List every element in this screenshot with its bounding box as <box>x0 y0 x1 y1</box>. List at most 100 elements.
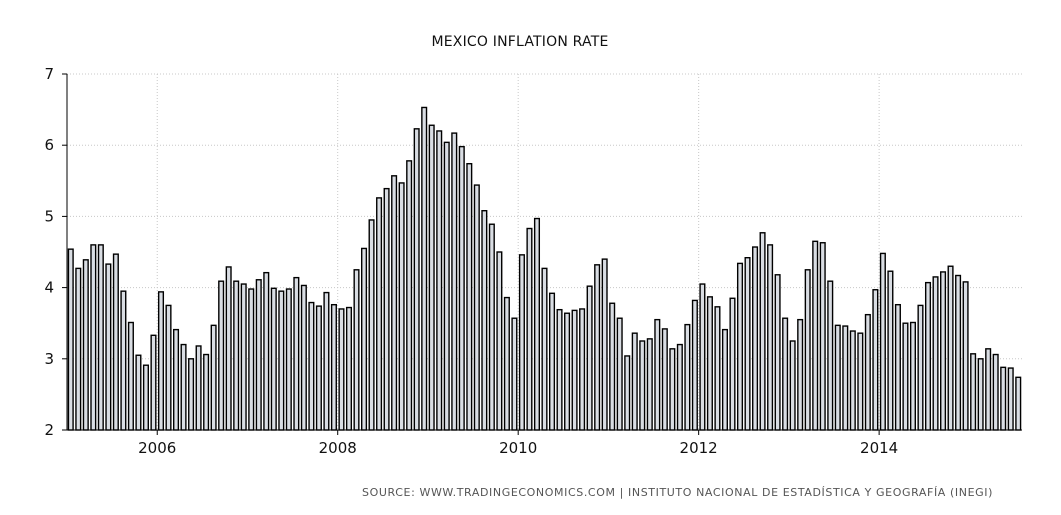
bar <box>684 323 691 431</box>
bar <box>323 291 330 431</box>
bar <box>842 325 849 431</box>
bar <box>902 322 909 431</box>
bar <box>571 309 578 431</box>
bar <box>909 321 917 431</box>
bar <box>398 182 405 431</box>
bar <box>736 262 744 431</box>
bar <box>985 348 992 431</box>
bar <box>368 219 375 431</box>
bar <box>293 276 300 431</box>
bar <box>67 248 74 431</box>
bar <box>564 312 571 431</box>
bar <box>330 303 337 431</box>
bar <box>579 308 586 431</box>
bar <box>533 217 541 431</box>
bar <box>180 343 187 431</box>
bar <box>654 318 661 431</box>
bar <box>518 254 525 431</box>
bar <box>947 265 954 431</box>
bar <box>210 324 217 431</box>
bar <box>481 209 488 431</box>
bar <box>804 269 811 431</box>
bar <box>172 328 180 431</box>
bar <box>646 338 653 431</box>
bar <box>932 276 939 431</box>
bar <box>496 251 503 431</box>
bar <box>443 141 450 431</box>
bar <box>849 330 856 431</box>
bar <box>887 270 894 431</box>
bar <box>691 299 698 431</box>
bar <box>977 358 984 431</box>
bar <box>955 274 962 431</box>
bar <box>413 128 420 431</box>
bar <box>526 227 533 431</box>
bar <box>548 292 556 431</box>
bar <box>744 257 751 431</box>
bar <box>353 269 360 431</box>
bar <box>97 244 104 431</box>
bar <box>1000 366 1007 431</box>
bar <box>203 353 210 431</box>
y-tick-label: 2 <box>44 421 54 439</box>
bar <box>315 305 322 431</box>
bar <box>864 313 871 431</box>
x-tick-label: 2012 <box>680 439 718 457</box>
bar <box>789 340 796 431</box>
bar <box>586 285 593 431</box>
bar <box>992 353 999 431</box>
bar <box>661 328 668 431</box>
x-tick-label: 2014 <box>860 439 898 457</box>
bar <box>917 304 924 431</box>
bar <box>135 354 142 431</box>
bar <box>511 317 518 431</box>
bar <box>857 332 864 431</box>
bar <box>150 334 157 431</box>
chart-source: SOURCE: WWW.TRADINGECONOMICS.COM | INSTI… <box>362 486 993 499</box>
bar <box>639 340 646 431</box>
bar <box>75 267 82 431</box>
bar <box>834 324 841 431</box>
bar <box>278 290 285 431</box>
bar <box>872 289 879 431</box>
bar <box>819 242 826 431</box>
bar <box>879 252 886 431</box>
bar <box>195 345 202 431</box>
bar <box>774 274 781 431</box>
bar <box>361 247 368 431</box>
bar <box>812 240 819 431</box>
bar <box>797 318 804 431</box>
axes-layer <box>62 73 1022 435</box>
bar <box>676 343 683 431</box>
y-tick-label: 7 <box>44 65 54 83</box>
bar <box>255 279 262 431</box>
bar <box>940 271 947 431</box>
bar <box>970 353 977 431</box>
bar <box>752 246 759 431</box>
bar <box>714 306 721 431</box>
bar <box>105 263 112 431</box>
bar <box>218 280 225 431</box>
bar <box>473 184 480 431</box>
bar <box>248 288 255 431</box>
bar <box>225 266 232 431</box>
bar <box>594 264 601 431</box>
bar <box>285 288 292 431</box>
bar <box>962 281 969 431</box>
bar <box>240 283 247 431</box>
y-tick-label: 6 <box>44 136 54 154</box>
bar <box>466 163 473 431</box>
bar <box>767 244 774 431</box>
bar <box>1015 376 1022 431</box>
bar <box>406 160 413 431</box>
bar <box>300 284 307 431</box>
bar <box>120 290 127 431</box>
bar <box>894 303 901 431</box>
bar <box>631 332 638 431</box>
bar <box>624 355 631 431</box>
bar <box>924 281 932 431</box>
bar <box>428 124 435 431</box>
bar <box>263 271 270 431</box>
